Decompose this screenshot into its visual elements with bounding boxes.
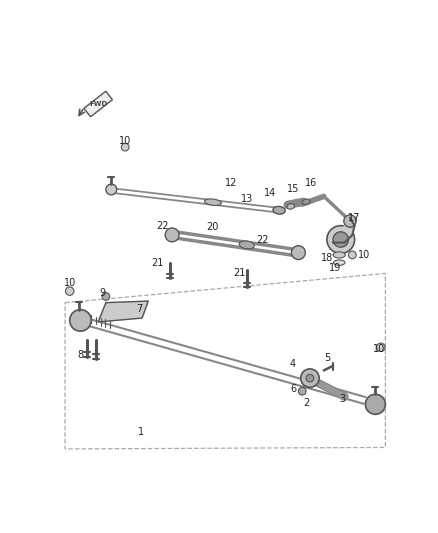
Circle shape	[306, 374, 314, 382]
Text: 16: 16	[305, 179, 318, 188]
Text: 3: 3	[339, 394, 345, 404]
Text: 14: 14	[264, 188, 276, 198]
Circle shape	[349, 251, 356, 259]
Text: 15: 15	[287, 184, 299, 193]
Ellipse shape	[273, 206, 285, 214]
Circle shape	[121, 143, 129, 151]
Circle shape	[291, 246, 305, 260]
Ellipse shape	[333, 260, 345, 265]
FancyBboxPatch shape	[84, 91, 113, 117]
Circle shape	[301, 369, 319, 387]
Text: 17: 17	[348, 213, 361, 223]
Circle shape	[365, 394, 385, 414]
Ellipse shape	[287, 204, 294, 209]
Circle shape	[70, 310, 91, 331]
Circle shape	[102, 293, 110, 301]
Text: 21: 21	[233, 269, 245, 278]
Circle shape	[344, 215, 356, 227]
Polygon shape	[98, 301, 148, 322]
Text: 10: 10	[119, 136, 131, 146]
Text: 10: 10	[64, 278, 76, 288]
Circle shape	[377, 343, 385, 352]
Text: 1: 1	[138, 427, 144, 437]
Circle shape	[298, 387, 306, 395]
Ellipse shape	[205, 199, 221, 205]
Text: 20: 20	[207, 222, 219, 232]
Circle shape	[65, 287, 74, 295]
Ellipse shape	[333, 252, 346, 258]
Text: 10: 10	[358, 250, 370, 260]
Text: 22: 22	[156, 221, 168, 231]
Circle shape	[165, 228, 179, 242]
Text: 19: 19	[328, 263, 341, 273]
Text: 21: 21	[151, 257, 164, 268]
Ellipse shape	[239, 241, 254, 249]
Circle shape	[327, 225, 355, 253]
Text: 9: 9	[99, 288, 105, 298]
Text: 8: 8	[78, 350, 84, 360]
Text: 2: 2	[303, 398, 309, 408]
Text: 22: 22	[256, 235, 268, 245]
Text: 4: 4	[290, 359, 296, 369]
Text: 6: 6	[290, 384, 296, 394]
Text: 10: 10	[373, 344, 385, 354]
Ellipse shape	[302, 199, 310, 205]
Text: 13: 13	[240, 193, 253, 204]
Text: 18: 18	[321, 253, 333, 263]
Circle shape	[106, 184, 117, 195]
Text: 7: 7	[136, 304, 142, 314]
Text: FWD: FWD	[89, 101, 107, 107]
Text: 5: 5	[324, 353, 330, 363]
Circle shape	[333, 232, 349, 247]
Polygon shape	[333, 218, 355, 243]
Text: 12: 12	[225, 179, 237, 188]
